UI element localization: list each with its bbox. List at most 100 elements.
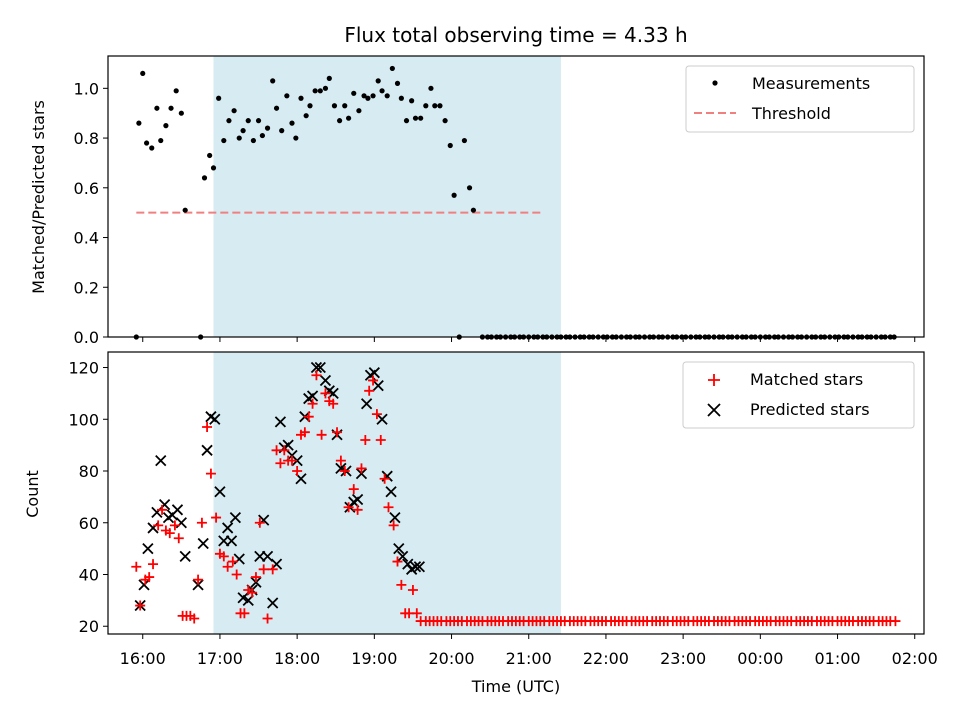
measurement-point <box>259 132 265 139</box>
matched-star-point <box>169 520 180 531</box>
measurement-point <box>346 115 352 121</box>
bottom-x-tick-label: 01:00 <box>814 649 860 668</box>
matched-star-point <box>157 504 168 515</box>
measurement-point <box>270 78 276 84</box>
top-axes-frame <box>107 55 925 338</box>
bottom-x-tick-label: 16:00 <box>120 649 166 668</box>
measurement-point <box>168 105 174 111</box>
matched-star-point <box>307 398 318 409</box>
predicted-star-point <box>368 367 380 379</box>
bottom-y-tick-label: 40 <box>79 565 99 584</box>
matched-star-point <box>131 561 142 572</box>
measurement-point <box>432 103 438 109</box>
measurement-point <box>149 145 155 151</box>
measurement-point <box>158 137 164 144</box>
measurement-point <box>136 120 142 126</box>
predicted-star-point <box>376 413 388 425</box>
predicted-star-point <box>360 398 373 410</box>
bottom-x-tick-label: 22:00 <box>583 649 629 668</box>
measurement-point <box>307 103 313 109</box>
matched-star-point <box>343 502 354 513</box>
predicted-star-point <box>192 579 204 591</box>
predicted-star-point <box>142 542 154 555</box>
bottom-axes-frame <box>107 351 925 635</box>
top-y-tick-label: 0.0 <box>74 328 99 347</box>
measurement-point <box>182 207 188 213</box>
matched-star-point <box>239 608 250 619</box>
threshold-legend-label: Threshold <box>751 104 831 123</box>
x-axis-label: Time (UTC) <box>471 677 560 696</box>
measurement-point <box>226 118 232 124</box>
measurement-point <box>389 65 395 72</box>
bottom-x-tick-label: 20:00 <box>428 649 474 668</box>
measurement-point <box>398 95 404 101</box>
matched-star-point <box>339 466 350 477</box>
matched-star-point <box>218 551 229 562</box>
predicted-star-point <box>409 561 422 573</box>
matched-star-point <box>173 533 184 544</box>
matched-star-point <box>364 385 375 396</box>
matched-star-point <box>890 616 901 627</box>
measurement-point <box>312 88 318 94</box>
predicted-star-point <box>138 579 150 591</box>
matched-star-point <box>144 572 155 583</box>
matched-star-point <box>153 520 164 531</box>
bottom-x-tick-label: 18:00 <box>274 649 320 668</box>
measurement-point <box>409 98 415 104</box>
matched-star-point <box>262 613 273 624</box>
top-y-tick-label: 0.8 <box>74 129 99 148</box>
matched-star-point <box>375 434 386 445</box>
matched-star-point <box>279 445 290 456</box>
measurement-point <box>264 125 271 131</box>
predicted-star-point <box>222 522 234 534</box>
matched-star-point <box>286 455 297 466</box>
measurement-point <box>173 88 179 94</box>
matched-legend-label: Matched stars <box>750 370 863 389</box>
measurement-point <box>361 93 367 99</box>
measurement-point <box>231 108 237 114</box>
top-y-axis-label: Matched/Predicted stars <box>29 100 48 294</box>
predicted-star-point <box>413 561 426 573</box>
measurement-point <box>210 165 217 171</box>
matched-star-point <box>371 409 382 420</box>
measurement-point <box>437 103 443 109</box>
predicted-star-point <box>397 550 409 563</box>
measurement-point <box>250 137 256 144</box>
measurement-point <box>461 137 468 144</box>
measurement-point <box>279 128 285 134</box>
matched-star-point <box>211 512 222 523</box>
predicted-star-point <box>209 413 221 425</box>
bottom-y-tick-label: 20 <box>79 617 99 636</box>
bottom-x-tick-label: 21:00 <box>506 649 552 668</box>
top-legend: Measurements Threshold <box>685 65 915 133</box>
matched-star-point <box>368 375 379 386</box>
measurement-point <box>351 90 357 96</box>
matched-star-point <box>328 398 339 409</box>
matched-star-point <box>320 388 331 399</box>
measurement-point <box>245 118 251 124</box>
predicted-star-point <box>179 550 191 563</box>
measurement-point <box>240 128 246 134</box>
matched-star-point <box>360 434 371 445</box>
predicted-star-point <box>225 535 238 547</box>
predicted-star-point <box>155 455 167 467</box>
measurement-point <box>273 105 280 111</box>
predicted-star-point <box>385 486 397 498</box>
matched-legend-marker <box>708 374 720 386</box>
predicted-star-point <box>197 537 209 550</box>
measurement-point <box>143 140 150 146</box>
measurement-point <box>428 85 434 91</box>
matched-star-point <box>196 517 207 528</box>
measurement-point <box>201 175 208 181</box>
bottom-y-tick-label: 120 <box>68 359 99 378</box>
measurement-point <box>423 103 429 109</box>
bottom-x-tick-label: 19:00 <box>351 649 397 668</box>
predicted-star-point <box>171 504 184 516</box>
measurement-point <box>442 118 448 124</box>
matched-star-point <box>335 455 346 466</box>
matched-star-point <box>396 579 407 590</box>
predicted-star-point <box>355 467 368 480</box>
predicted-star-point <box>229 511 242 524</box>
measurement-point <box>140 70 146 77</box>
measurement-point <box>216 95 222 101</box>
